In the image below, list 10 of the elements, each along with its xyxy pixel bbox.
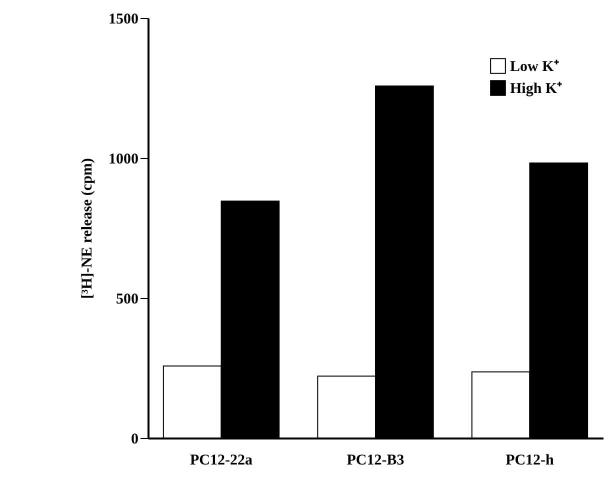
y-tick-label: 1000 <box>108 152 138 168</box>
legend-label: Low K⁺ <box>510 59 559 75</box>
y-axis-title: [³H]-NE release (cpm) <box>80 158 96 299</box>
x-tick-label: PC12-B3 <box>346 452 404 468</box>
y-tick-label: 1500 <box>108 12 138 28</box>
y-tick-label: 0 <box>131 432 138 448</box>
x-tick-label: PC12-22a <box>190 452 254 468</box>
x-tick-label: PC12-h <box>506 452 555 468</box>
legend-label: High K⁺ <box>510 81 562 97</box>
y-tick-label: 500 <box>116 292 138 308</box>
